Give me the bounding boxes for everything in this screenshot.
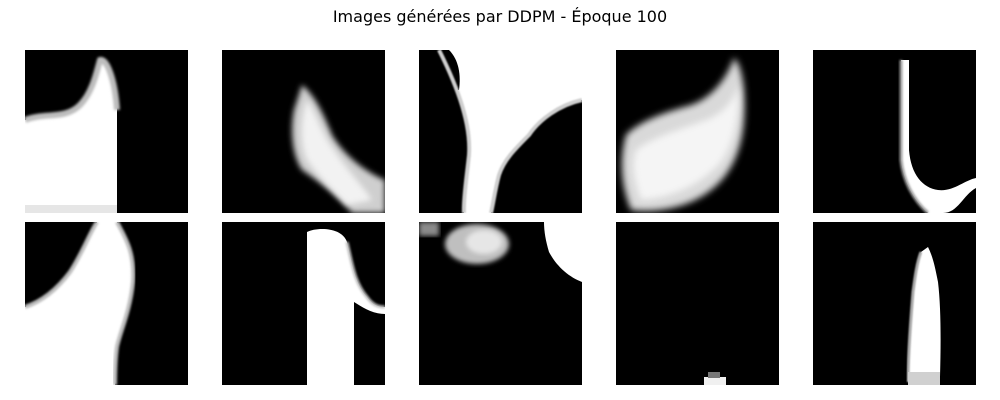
sample-image-r1-c1 [25, 50, 188, 213]
sample-image-r2-c1 [25, 222, 188, 385]
sample-image-r2-c4 [616, 222, 779, 385]
sample-image-r2-c5 [813, 222, 976, 385]
sample-image-r1-c4 [616, 50, 779, 213]
sample-image-r1-c2 [222, 50, 385, 213]
sample-image-r2-c3 [419, 222, 582, 385]
sample-image-r1-c3 [419, 50, 582, 213]
figure-title: Images générées par DDPM - Époque 100 [332, 7, 668, 26]
sample-image-r1-c5 [813, 50, 976, 213]
sample-image-r2-c2 [222, 222, 385, 385]
